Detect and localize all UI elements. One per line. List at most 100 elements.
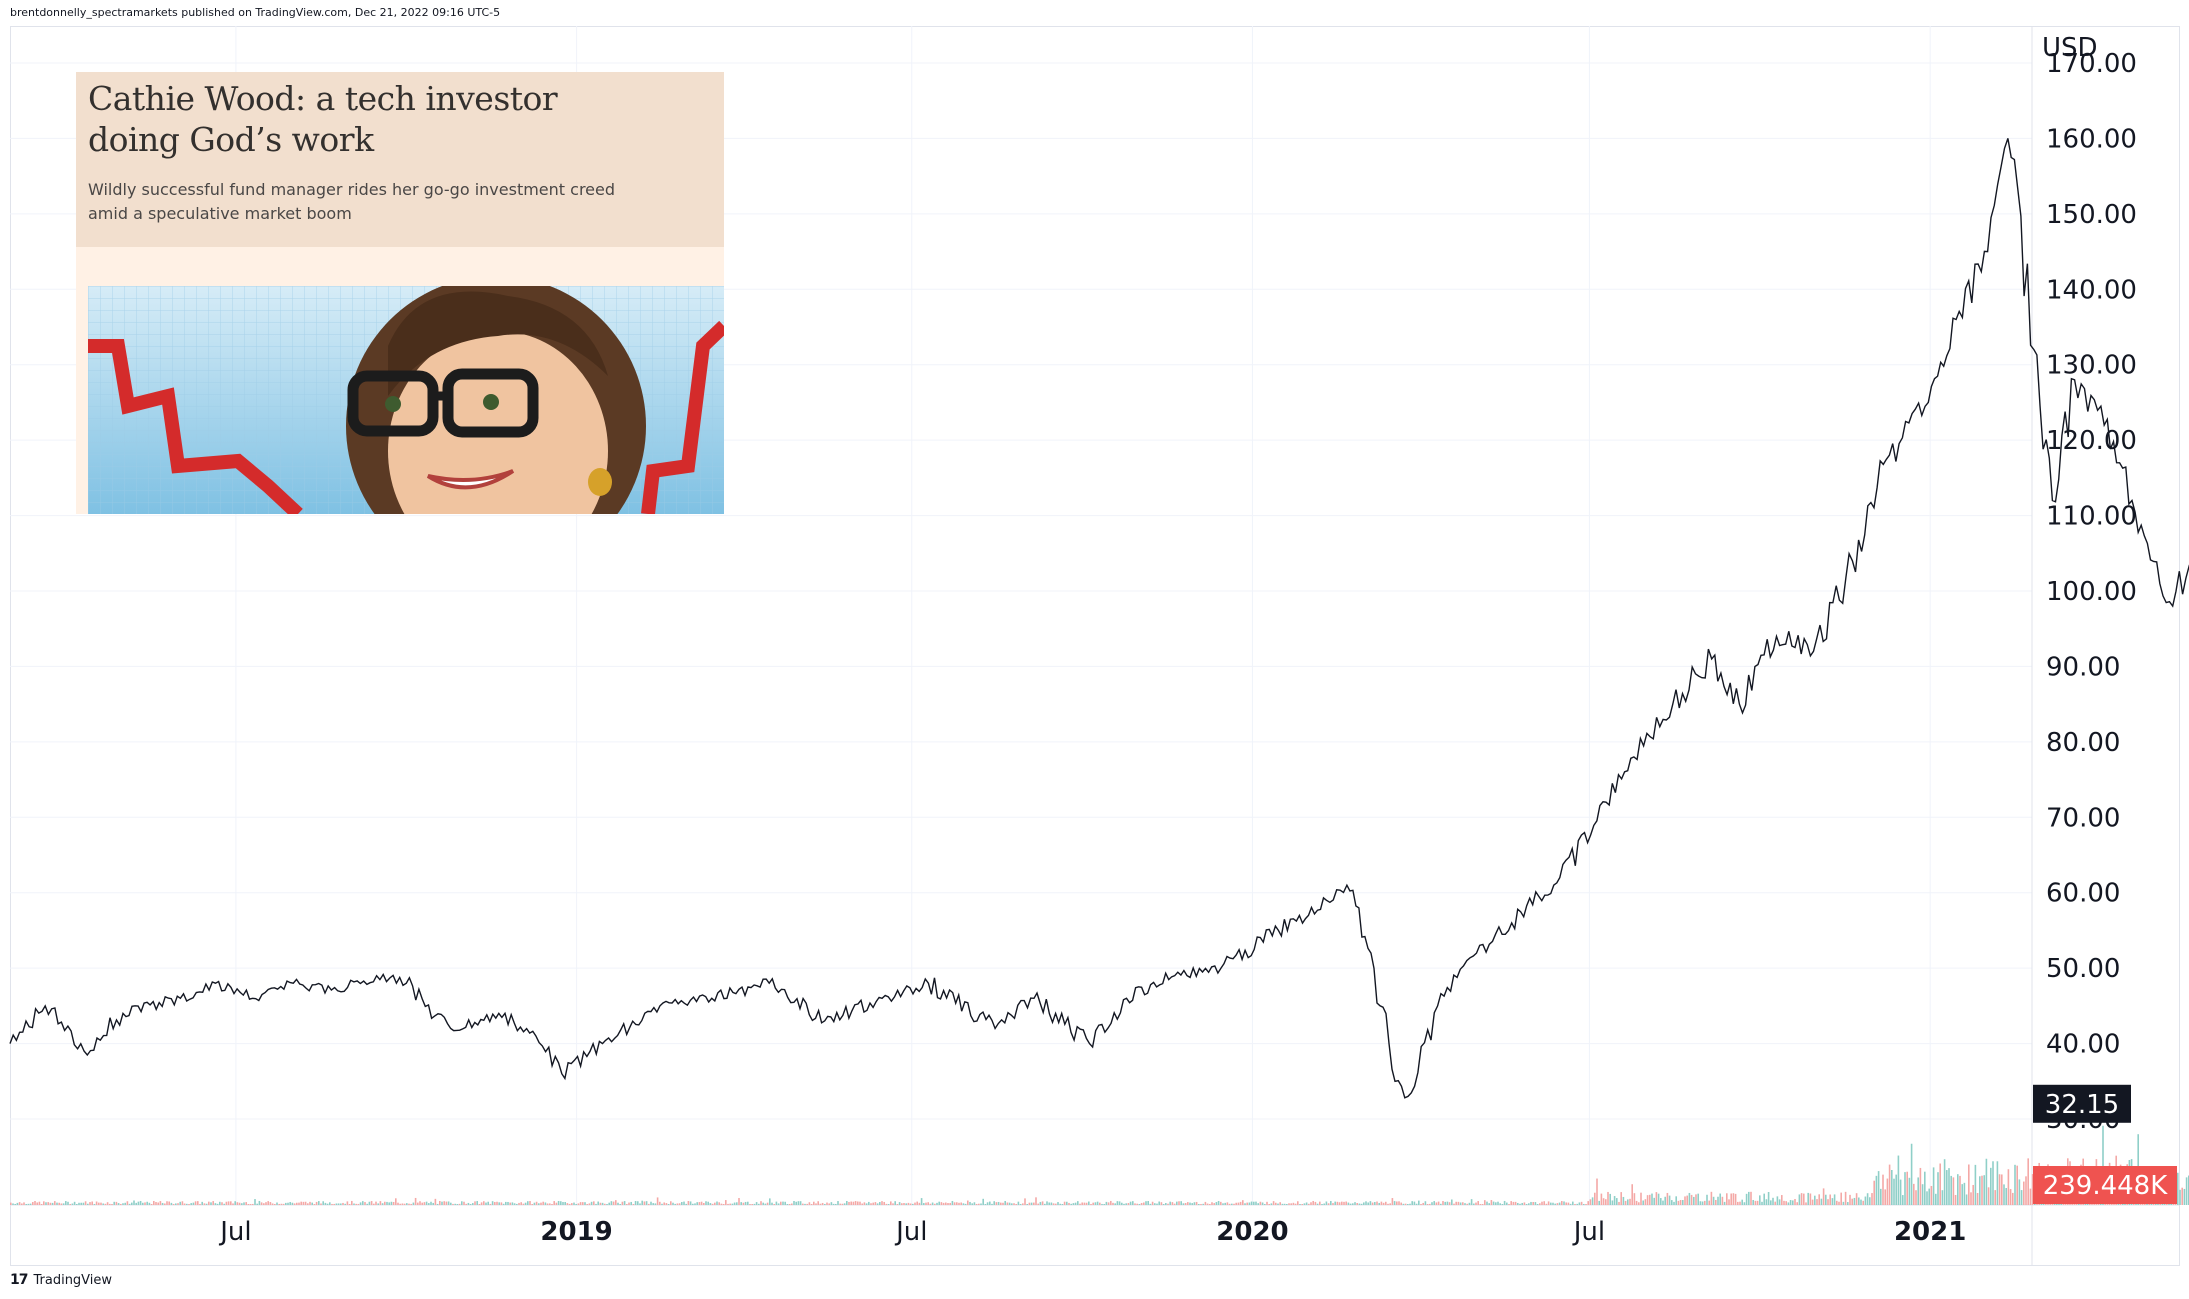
volume-bar — [397, 1202, 399, 1205]
volume-bar — [1838, 1201, 1840, 1205]
volume-bar — [898, 1202, 901, 1205]
volume-bar — [1224, 1202, 1226, 1205]
volume-bar — [529, 1201, 531, 1205]
volume-bar — [775, 1201, 778, 1205]
volume-bar — [1952, 1177, 1955, 1205]
volume-bar — [648, 1203, 650, 1205]
volume-bar — [1233, 1203, 1235, 1205]
volume-bar — [744, 1201, 747, 1205]
volume-bar — [1499, 1203, 1501, 1205]
chart-frame[interactable] — [10, 26, 2180, 1266]
volume-bar — [1077, 1201, 1079, 1205]
volume-bar — [2183, 1188, 2186, 1205]
volume-bar — [293, 1203, 296, 1205]
volume-bar — [1789, 1200, 1792, 1205]
volume-bar — [942, 1202, 945, 1205]
volume-bar — [29, 1203, 32, 1205]
volume-bar — [905, 1203, 907, 1205]
volume-bar — [139, 1200, 142, 1205]
volume-bar — [326, 1203, 329, 1205]
volume-bar — [331, 1203, 333, 1205]
volume-bar — [1924, 1171, 1926, 1205]
volume-bar — [859, 1201, 861, 1205]
volume-bar — [1136, 1203, 1138, 1205]
volume-bar — [821, 1202, 824, 1205]
volume-bar — [1651, 1193, 1653, 1205]
volume-bar — [617, 1202, 619, 1205]
volume-bar — [1169, 1201, 1171, 1205]
volume-bar — [2014, 1164, 2016, 1205]
volume-bar — [1085, 1202, 1088, 1205]
volume-bar — [832, 1203, 835, 1205]
volume-bar — [1534, 1202, 1537, 1205]
volume-bar — [1327, 1203, 1330, 1205]
volume-bar — [1444, 1201, 1446, 1205]
volume-bar — [1836, 1200, 1838, 1205]
volume-bar — [1433, 1201, 1435, 1205]
volume-bar — [1908, 1177, 1911, 1205]
volume-bar — [1512, 1201, 1515, 1205]
volume-bar — [643, 1201, 646, 1205]
volume-bar — [518, 1202, 520, 1205]
tradingview-logo[interactable]: 17 TradingView — [10, 1272, 112, 1288]
volume-bar — [854, 1201, 857, 1205]
volume-bar — [1378, 1202, 1380, 1205]
volume-bar — [1642, 1200, 1644, 1205]
volume-bar — [1820, 1198, 1823, 1205]
volume-bar — [1411, 1201, 1413, 1205]
volume-bar — [1519, 1203, 1521, 1205]
volume-bar — [579, 1202, 582, 1205]
volume-bar — [813, 1201, 815, 1205]
volume-bar — [1701, 1201, 1704, 1205]
volume-bar — [817, 1201, 819, 1205]
volume-bar — [1030, 1202, 1033, 1205]
volume-bar — [1396, 1201, 1398, 1205]
volume-bar — [199, 1203, 201, 1205]
volume-bar — [773, 1204, 775, 1205]
volume-bar — [478, 1204, 481, 1205]
volume-bar — [1712, 1196, 1715, 1205]
y-tick-label: 80.00 — [2046, 728, 2120, 758]
volume-bar — [733, 1202, 736, 1205]
volume-bar — [80, 1202, 82, 1205]
volume-bar — [993, 1201, 995, 1205]
volume-bar — [907, 1202, 910, 1205]
volume-bar — [819, 1203, 822, 1205]
volume-bar — [1937, 1172, 1939, 1205]
volume-bar — [117, 1203, 120, 1205]
volume-bar — [1884, 1189, 1886, 1205]
y-tick-label: 160.00 — [2046, 124, 2137, 154]
volume-bar — [784, 1201, 786, 1205]
volume-bar — [1492, 1201, 1495, 1205]
volume-bar — [1906, 1171, 1908, 1205]
volume-bar — [269, 1202, 272, 1205]
volume-bar — [390, 1201, 393, 1205]
volume-bar — [1737, 1201, 1739, 1205]
volume-bar — [788, 1204, 791, 1205]
volume-bar — [58, 1202, 60, 1205]
volume-bar — [1055, 1203, 1057, 1205]
volume-bar — [1400, 1202, 1402, 1205]
volume-bar — [960, 1202, 962, 1205]
volume-bar — [1132, 1201, 1134, 1205]
volume-bar — [857, 1201, 859, 1205]
volume-bar — [135, 1202, 137, 1205]
volume-badge — [2033, 1166, 2177, 1204]
volume-bar — [1360, 1203, 1363, 1205]
volume-bar — [575, 1204, 577, 1205]
volume-bar — [738, 1198, 740, 1205]
volume-bar — [353, 1203, 355, 1205]
volume-bar — [278, 1203, 280, 1205]
volume-bar — [177, 1203, 179, 1205]
volume-bar — [1156, 1203, 1158, 1205]
volume-bar — [1354, 1202, 1356, 1205]
volume-bar — [694, 1203, 696, 1205]
volume-bar — [1556, 1203, 1559, 1205]
price-line-series[interactable] — [9, 138, 2189, 1102]
volume-bar — [115, 1201, 118, 1205]
volume-bar — [384, 1201, 386, 1205]
volume-bar — [1919, 1167, 1922, 1205]
volume-bar — [329, 1202, 331, 1205]
volume-bar — [1554, 1203, 1556, 1205]
volume-bar — [1902, 1195, 1904, 1205]
